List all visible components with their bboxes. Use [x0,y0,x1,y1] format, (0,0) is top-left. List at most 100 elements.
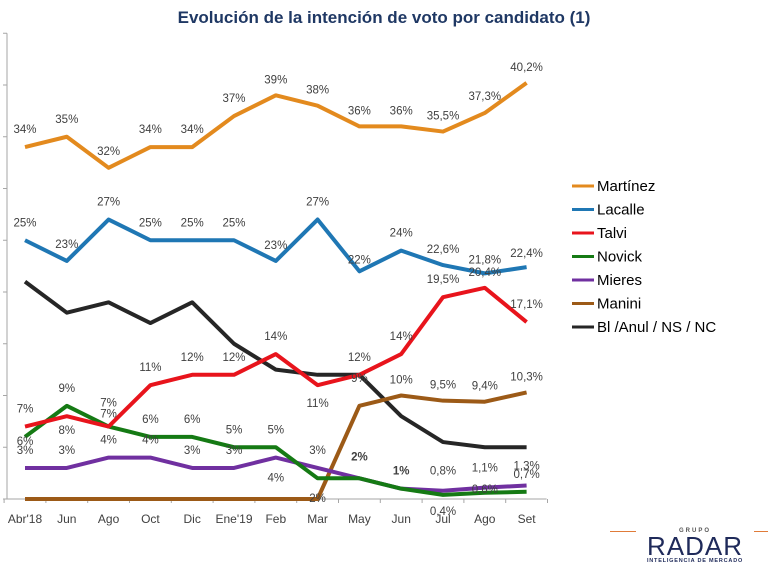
series-line-talvi [24,285,528,429]
logo-subtitle: INTELIGENCIA DE MERCADO [646,558,744,564]
data-label: 37% [222,93,245,105]
data-label: 3% [58,445,75,457]
data-label: 22% [348,254,371,266]
data-label: 1% [393,466,410,478]
x-tick-labels: Abr'18 Jun Ago Oct Dic Ene'19 Feb Mar May Jun Jul A… [8,512,536,526]
data-label: 14% [390,331,413,343]
data-label: 9% [351,373,368,385]
radar-logo: GRUPO RADAR INTELIGENCIA DE MERCADO [610,528,768,564]
x-tick-label: May [348,512,371,526]
data-label: 6% [142,414,159,426]
x-tick-label: Oct [141,512,160,526]
x-tick-label: Mar [307,512,328,526]
data-label: 36% [348,105,371,117]
data-label: 40,2% [510,62,543,74]
x-tick-label: Ago [98,512,120,526]
series-line-manini [25,390,528,501]
legend-label: Bl /Anul / NS / NC [597,319,716,336]
data-label: 2% [309,493,326,505]
data-label: 5% [267,424,284,436]
data-label: 3% [184,445,201,457]
data-label: 34% [13,124,36,136]
x-tick-label: Feb [265,512,286,526]
data-label: 20,4% [468,267,501,279]
data-label: 36% [390,105,413,117]
data-label: 4% [267,473,284,485]
series-lines [23,81,528,501]
data-label: 17,1% [510,299,543,311]
data-label: 11% [307,398,329,410]
data-label: 0,4% [430,506,456,518]
chart-title: Evolución de la intención de voto por ca… [177,8,591,27]
data-label: 0,8% [430,466,456,478]
x-tick-label: Dic [184,512,201,526]
data-label: 35% [55,114,78,126]
data-label: 9,5% [430,380,456,392]
data-label: 12% [181,352,204,364]
data-label: 2% [351,451,368,463]
x-tick-label: Jun [57,512,76,526]
data-label: 12% [222,352,245,364]
data-label: 3% [226,445,243,457]
data-label: 3% [17,445,34,457]
data-label: 23% [55,239,78,251]
data-label: 22,4% [510,248,543,260]
data-label: 25% [222,217,245,229]
legend-label: Novick [597,249,643,266]
data-label: 24% [390,228,413,240]
data-label: 7% [100,409,117,421]
data-label: 32% [97,146,120,158]
legend-label: Manini [597,296,641,313]
x-tick-label: Jul [435,512,450,526]
data-label: 25% [139,217,162,229]
legend-label: Talvi [597,225,627,242]
x-tick-label: Ene'19 [216,512,253,526]
data-label: 10,3% [510,371,543,383]
data-label: 14% [264,331,287,343]
x-tick-label: Jun [392,512,411,526]
data-label: 4% [142,435,159,447]
series-line-mieres [25,455,527,493]
x-tick-label: Set [518,512,537,526]
data-label: 9% [58,383,75,395]
data-label: 25% [181,217,204,229]
x-tick-label: Ago [474,512,496,526]
data-label: 19,5% [427,274,460,286]
data-label: 0,7% [513,469,539,481]
data-label: 8% [58,425,75,437]
data-label: 3% [309,445,326,457]
data-label: 37,3% [468,91,501,103]
data-label: 21,8% [468,254,501,266]
data-label: 23% [264,240,287,252]
data-label: 12% [348,352,371,364]
data-label: 22,6% [427,244,460,256]
data-label: 5% [226,424,243,436]
data-label: 7% [17,404,34,416]
data-label: 7% [100,398,117,410]
data-label: 39% [264,74,287,86]
legend-label: Lacalle [597,202,645,219]
legend: Martínez Lacalle Talvi Novick Mieres Manini Bl… [572,178,716,336]
data-labels: 34% 35% 32% 34% 34% 37% 39% 38% 36% 36% 35,5% 37,3%… [13,62,542,518]
data-label: 38% [306,85,329,97]
data-label: 6% [17,436,34,448]
series-line-bl-anul-ns-nc [23,280,527,450]
data-label: 35,5% [427,111,460,123]
data-label: 1,1% [472,463,498,475]
series-line-mart-nez [24,81,528,170]
data-label: 27% [97,197,120,209]
legend-label: Martínez [597,178,655,195]
data-label: 10% [390,375,413,387]
logo-grupo: GRUPO [610,528,768,534]
data-label: 4% [100,435,117,447]
data-label: 0,6% [472,484,498,496]
data-label: 25% [13,217,36,229]
logo-radar: RADAR [646,531,743,561]
data-label: 34% [139,124,162,136]
data-label: 34% [181,124,204,136]
series-line-lacalle [24,217,527,276]
data-label: 1,3% [513,461,539,473]
data-label: 9,4% [472,381,498,393]
data-label: 27% [306,197,329,209]
